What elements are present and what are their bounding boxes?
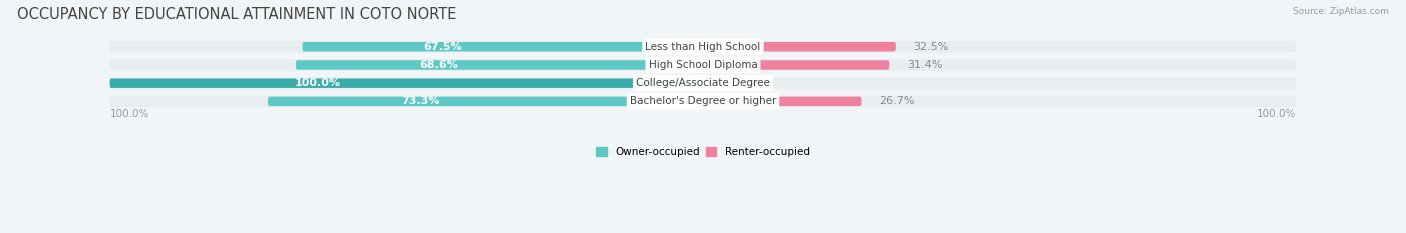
FancyBboxPatch shape bbox=[302, 42, 703, 51]
Text: 68.6%: 68.6% bbox=[419, 60, 458, 70]
Text: Less than High School: Less than High School bbox=[645, 42, 761, 52]
Text: 0.0%: 0.0% bbox=[741, 78, 770, 88]
Text: High School Diploma: High School Diploma bbox=[648, 60, 758, 70]
Text: College/Associate Degree: College/Associate Degree bbox=[636, 78, 770, 88]
FancyBboxPatch shape bbox=[295, 60, 703, 70]
Text: 32.5%: 32.5% bbox=[914, 42, 949, 52]
FancyBboxPatch shape bbox=[703, 79, 724, 88]
Legend: Owner-occupied, Renter-occupied: Owner-occupied, Renter-occupied bbox=[596, 147, 810, 158]
FancyBboxPatch shape bbox=[703, 42, 896, 51]
Text: 67.5%: 67.5% bbox=[423, 42, 463, 52]
FancyBboxPatch shape bbox=[110, 96, 1296, 107]
FancyBboxPatch shape bbox=[703, 60, 890, 70]
Text: 26.7%: 26.7% bbox=[879, 96, 915, 106]
Text: 100.0%: 100.0% bbox=[1257, 109, 1296, 119]
FancyBboxPatch shape bbox=[110, 79, 703, 88]
FancyBboxPatch shape bbox=[269, 97, 703, 106]
FancyBboxPatch shape bbox=[703, 97, 862, 106]
FancyBboxPatch shape bbox=[110, 77, 1296, 89]
Text: 31.4%: 31.4% bbox=[907, 60, 942, 70]
FancyBboxPatch shape bbox=[110, 59, 1296, 71]
Text: Source: ZipAtlas.com: Source: ZipAtlas.com bbox=[1294, 7, 1389, 16]
Text: OCCUPANCY BY EDUCATIONAL ATTAINMENT IN COTO NORTE: OCCUPANCY BY EDUCATIONAL ATTAINMENT IN C… bbox=[17, 7, 456, 22]
Text: 100.0%: 100.0% bbox=[110, 109, 149, 119]
FancyBboxPatch shape bbox=[110, 41, 1296, 53]
Text: 73.3%: 73.3% bbox=[401, 96, 440, 106]
Text: Bachelor's Degree or higher: Bachelor's Degree or higher bbox=[630, 96, 776, 106]
Text: 100.0%: 100.0% bbox=[294, 78, 340, 88]
